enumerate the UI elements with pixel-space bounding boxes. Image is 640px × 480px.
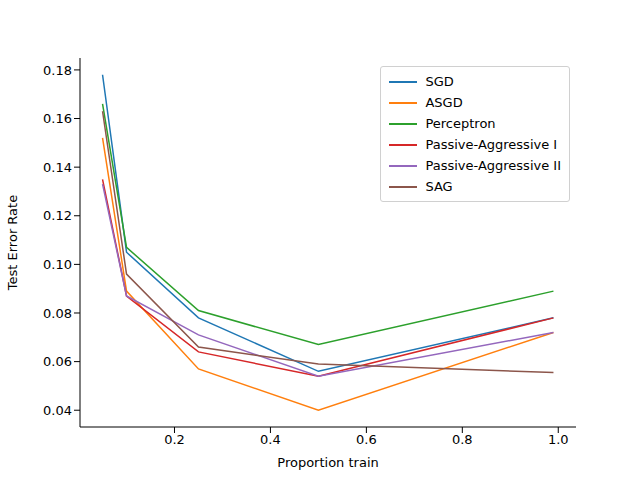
svg-text:0.4: 0.4 <box>260 432 281 447</box>
svg-text:0.2: 0.2 <box>164 432 185 447</box>
svg-text:0.18: 0.18 <box>43 63 72 78</box>
html-text:ASGD: ASGD <box>425 95 463 110</box>
svg-text:Proportion train: Proportion train <box>277 455 378 470</box>
svg-text:0.06: 0.06 <box>43 354 72 369</box>
svg-text:0.16: 0.16 <box>43 111 72 126</box>
svg-text:Test Error Rate: Test Error Rate <box>8 195 20 291</box>
svg-text:0.8: 0.8 <box>452 432 473 447</box>
svg-text:0.04: 0.04 <box>43 403 72 418</box>
svg-text:0.6: 0.6 <box>356 432 377 447</box>
html-text:Passive-Aggressive I: Passive-Aggressive I <box>425 137 558 152</box>
svg-text:0.14: 0.14 <box>43 160 72 175</box>
html-text:Passive-Aggressive II: Passive-Aggressive II <box>425 158 561 173</box>
svg-text:0.08: 0.08 <box>43 306 72 321</box>
html-text:SAG: SAG <box>425 179 453 194</box>
svg-text:0.12: 0.12 <box>43 208 72 223</box>
svg-text:1.0: 1.0 <box>548 432 569 447</box>
html-text:SGD: SGD <box>425 74 454 89</box>
html-text:Perceptron: Perceptron <box>425 116 496 131</box>
svg-text:0.10: 0.10 <box>43 257 72 272</box>
